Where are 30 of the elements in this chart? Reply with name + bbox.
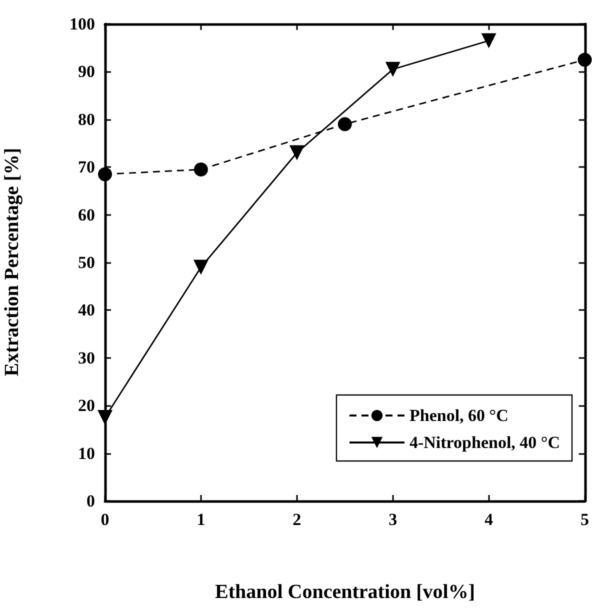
y-tick-label: 90 [78,62,95,82]
y-tick-label: 0 [86,492,95,510]
y-tick-label: 80 [78,110,95,129]
legend-label: 4-Nitrophenol, 40 °C [409,433,560,452]
x-tick-label: 2 [292,510,302,529]
point [289,145,304,160]
point [98,167,112,182]
point [194,162,208,176]
y-axis-title: Extraction Percentage [%] [1,148,23,376]
x-tick-label: 3 [388,510,398,529]
x-axis-title: Ethanol Concentration [vol%] [215,581,475,603]
y-tick-label: 40 [78,300,95,320]
y-tick-label: 100 [70,14,95,34]
x-tick-label: 5 [580,510,589,529]
point [578,52,592,67]
x-tick-label: 0 [100,510,110,529]
point [385,62,400,77]
y-tick-label: 10 [78,444,95,463]
x-tick-label: 4 [484,510,494,529]
x-tick-label: 1 [196,510,206,529]
y-tick-label: 60 [78,205,95,224]
y-tick-label: 50 [78,253,95,272]
point [481,33,496,48]
point [98,410,112,426]
y-tick-label: 20 [78,396,95,416]
point [193,260,208,275]
point [338,117,352,132]
legend-label: Phenol, 60 °C [409,406,508,425]
y-tick-label: 30 [78,348,95,368]
y-tick-label: 70 [78,158,95,177]
